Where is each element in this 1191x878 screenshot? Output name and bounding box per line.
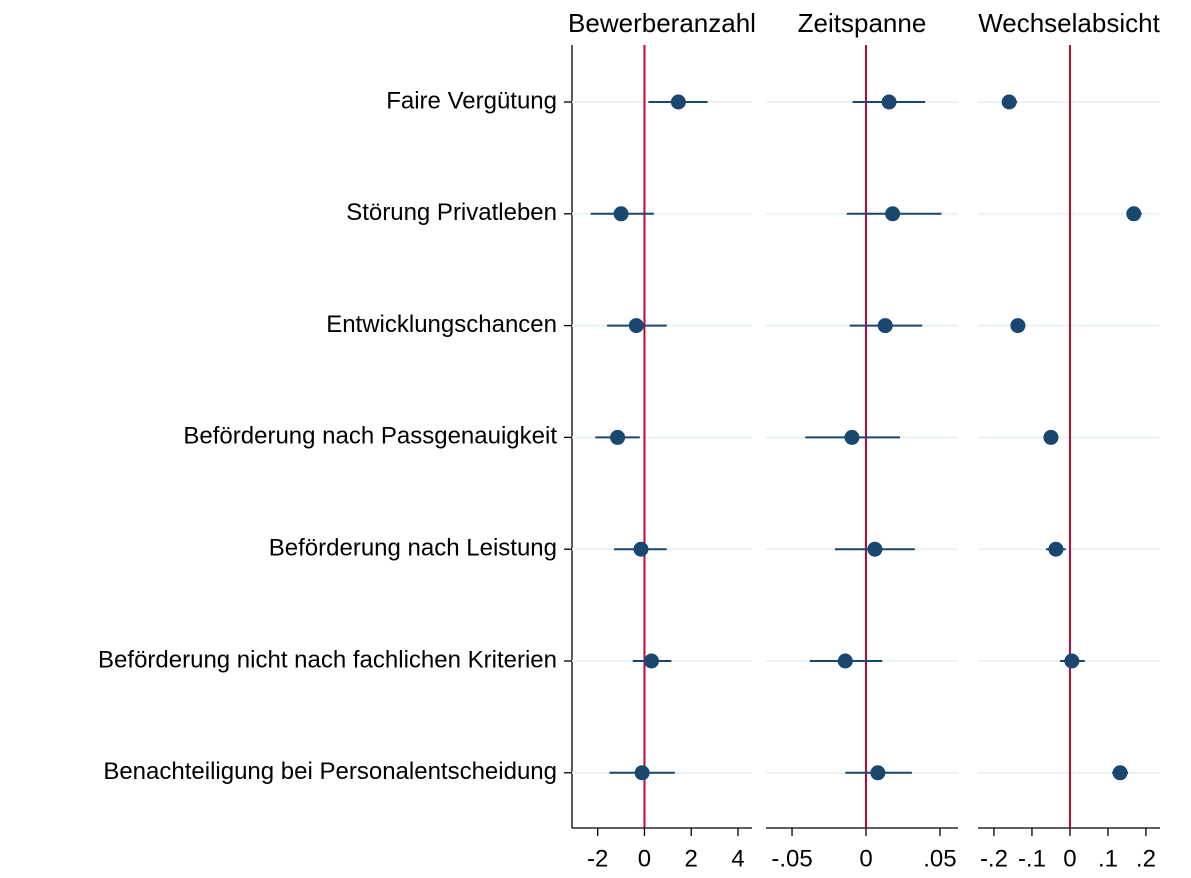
x-tick-label: -2: [587, 845, 608, 872]
point-estimate: [670, 94, 686, 110]
category-label: Störung Privatleben: [346, 199, 557, 226]
point-estimate: [634, 765, 650, 781]
x-tick-label: -.1: [1018, 845, 1046, 872]
point-estimate: [1043, 429, 1059, 445]
x-tick-label: 0: [859, 845, 872, 872]
point-estimate: [628, 318, 644, 334]
x-tick-label: 4: [731, 845, 744, 872]
point-estimate: [1126, 206, 1142, 222]
point-estimate: [1112, 765, 1128, 781]
point-estimate: [881, 94, 897, 110]
point-estimate: [870, 765, 886, 781]
point-estimate: [1010, 318, 1026, 334]
point-estimate: [844, 429, 860, 445]
point-estimate: [1001, 94, 1017, 110]
category-label: Faire Vergütung: [386, 87, 557, 114]
x-tick-label: .05: [923, 845, 956, 872]
point-estimate: [867, 541, 883, 557]
point-estimate: [643, 653, 659, 669]
point-estimate: [610, 429, 626, 445]
category-label: Beförderung nicht nach fachlichen Kriter…: [98, 646, 557, 673]
category-label: Benachteiligung bei Personalentscheidung: [103, 758, 557, 785]
category-label: Beförderung nach Passgenauigkeit: [183, 423, 557, 450]
point-estimate: [837, 653, 853, 669]
panel-title: Bewerberanzahl: [568, 8, 756, 38]
panel-title: Zeitspanne: [798, 8, 927, 38]
x-tick-label: .2: [1136, 845, 1156, 872]
point-estimate: [633, 541, 649, 557]
x-tick-label: -.05: [771, 845, 812, 872]
point-estimate: [613, 206, 629, 222]
point-estimate: [885, 206, 901, 222]
x-tick-label: -.2: [980, 845, 1008, 872]
panel-title: Wechselabsicht: [978, 8, 1160, 38]
point-estimate: [1048, 541, 1064, 557]
point-estimate: [1064, 653, 1080, 669]
category-label: Beförderung nach Leistung: [269, 535, 557, 562]
x-tick-label: 2: [685, 845, 698, 872]
category-label: Entwicklungschancen: [326, 311, 557, 338]
x-tick-label: 0: [1063, 845, 1076, 872]
x-tick-label: .1: [1098, 845, 1118, 872]
x-tick-label: 0: [638, 845, 651, 872]
point-estimate: [877, 318, 893, 334]
